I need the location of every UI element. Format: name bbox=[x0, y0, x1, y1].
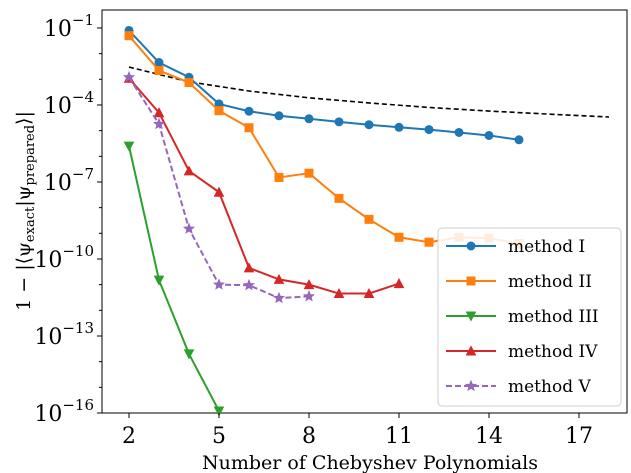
legend: method I method II method III method IV meth… bbox=[437, 227, 622, 407]
legend-marker bbox=[465, 311, 477, 322]
legend-entry: method III bbox=[446, 307, 599, 327]
series-5 bbox=[122, 70, 316, 304]
data-point bbox=[243, 262, 255, 273]
data-point bbox=[363, 287, 375, 299]
data-point bbox=[214, 106, 224, 116]
data-point bbox=[154, 66, 164, 76]
reference-line-group bbox=[128, 66, 610, 118]
data-point bbox=[242, 278, 256, 291]
data-point bbox=[424, 125, 434, 135]
reference-dashed-line bbox=[128, 66, 610, 118]
data-point bbox=[334, 193, 344, 203]
x-tick-label: 8 bbox=[302, 424, 316, 449]
data-point bbox=[394, 122, 404, 132]
legend-marker bbox=[464, 379, 478, 392]
x-axis-label: Number of Chebyshev Polynomials bbox=[202, 452, 538, 473]
data-point bbox=[274, 172, 284, 182]
legend-label: method I bbox=[508, 237, 585, 257]
series-line bbox=[128, 29, 520, 141]
y-tick-label: 10−1 bbox=[44, 11, 94, 42]
legend-box bbox=[437, 227, 622, 407]
data-point bbox=[424, 237, 434, 247]
data-point bbox=[182, 222, 196, 234]
y-tick-label: 10−10 bbox=[34, 242, 94, 273]
legend-label: method IV bbox=[508, 342, 598, 362]
data-point bbox=[364, 214, 374, 224]
x-tick-label: 14 bbox=[475, 424, 503, 449]
legend-entry: method V bbox=[446, 377, 591, 397]
x-tick-label: 17 bbox=[565, 424, 593, 449]
data-point bbox=[272, 291, 286, 304]
data-point bbox=[394, 232, 404, 242]
y-axis-ticks: 10−16 10−13 10−10 10−7 10−4 10−1 bbox=[34, 11, 102, 427]
data-point bbox=[514, 135, 524, 145]
data-point bbox=[212, 278, 226, 290]
data-point bbox=[183, 165, 195, 176]
x-tick-label: 11 bbox=[385, 424, 413, 449]
x-tick-label: 5 bbox=[212, 424, 226, 449]
y-tick-label: 10−16 bbox=[34, 396, 94, 427]
data-point bbox=[244, 106, 254, 116]
legend-label: method III bbox=[508, 307, 599, 327]
data-point bbox=[213, 186, 225, 197]
legend-label: method II bbox=[508, 272, 592, 292]
x-tick-label: 2 bbox=[122, 424, 136, 449]
data-point bbox=[183, 349, 195, 360]
data-point bbox=[153, 275, 165, 286]
series-line bbox=[128, 35, 520, 245]
y-tick-label: 10−13 bbox=[34, 319, 94, 350]
y-tick-label: 10−4 bbox=[44, 88, 94, 119]
legend-label: method V bbox=[508, 377, 591, 397]
plot-area bbox=[101, 9, 628, 414]
data-point bbox=[484, 130, 494, 140]
data-point bbox=[122, 70, 136, 83]
data-point bbox=[304, 168, 314, 178]
data-point bbox=[213, 406, 225, 417]
data-point bbox=[154, 58, 164, 68]
legend-entry: method I bbox=[446, 237, 585, 257]
series-line bbox=[128, 145, 220, 412]
data-point bbox=[244, 123, 254, 133]
series-2 bbox=[124, 31, 524, 249]
data-point bbox=[153, 107, 165, 118]
series-line bbox=[128, 77, 400, 295]
data-point bbox=[184, 78, 194, 88]
series-4 bbox=[123, 72, 405, 299]
y-tick-label: 10−7 bbox=[44, 165, 94, 196]
x-axis-ticks: 2 5 8 11 14 17 bbox=[122, 413, 593, 449]
data-point bbox=[274, 111, 284, 121]
data-point bbox=[454, 127, 464, 137]
data-point bbox=[273, 273, 285, 284]
data-point bbox=[302, 290, 316, 302]
data-point bbox=[124, 31, 134, 41]
legend-entry: method II bbox=[446, 272, 592, 292]
data-point bbox=[334, 117, 344, 127]
data-point bbox=[303, 279, 315, 290]
data-point bbox=[393, 278, 405, 289]
data-point bbox=[333, 287, 345, 299]
data-point bbox=[123, 141, 135, 152]
legend-entry: method IV bbox=[446, 342, 598, 362]
data-point bbox=[364, 120, 374, 130]
series-3 bbox=[123, 141, 225, 417]
data-point bbox=[304, 114, 314, 124]
y-axis-label: 1 − |⟨ψexact|ψprepared⟩| bbox=[13, 111, 38, 311]
legend-marker bbox=[466, 276, 476, 286]
legend-marker bbox=[465, 345, 477, 356]
legend-marker bbox=[466, 241, 476, 251]
data-point bbox=[152, 117, 166, 130]
